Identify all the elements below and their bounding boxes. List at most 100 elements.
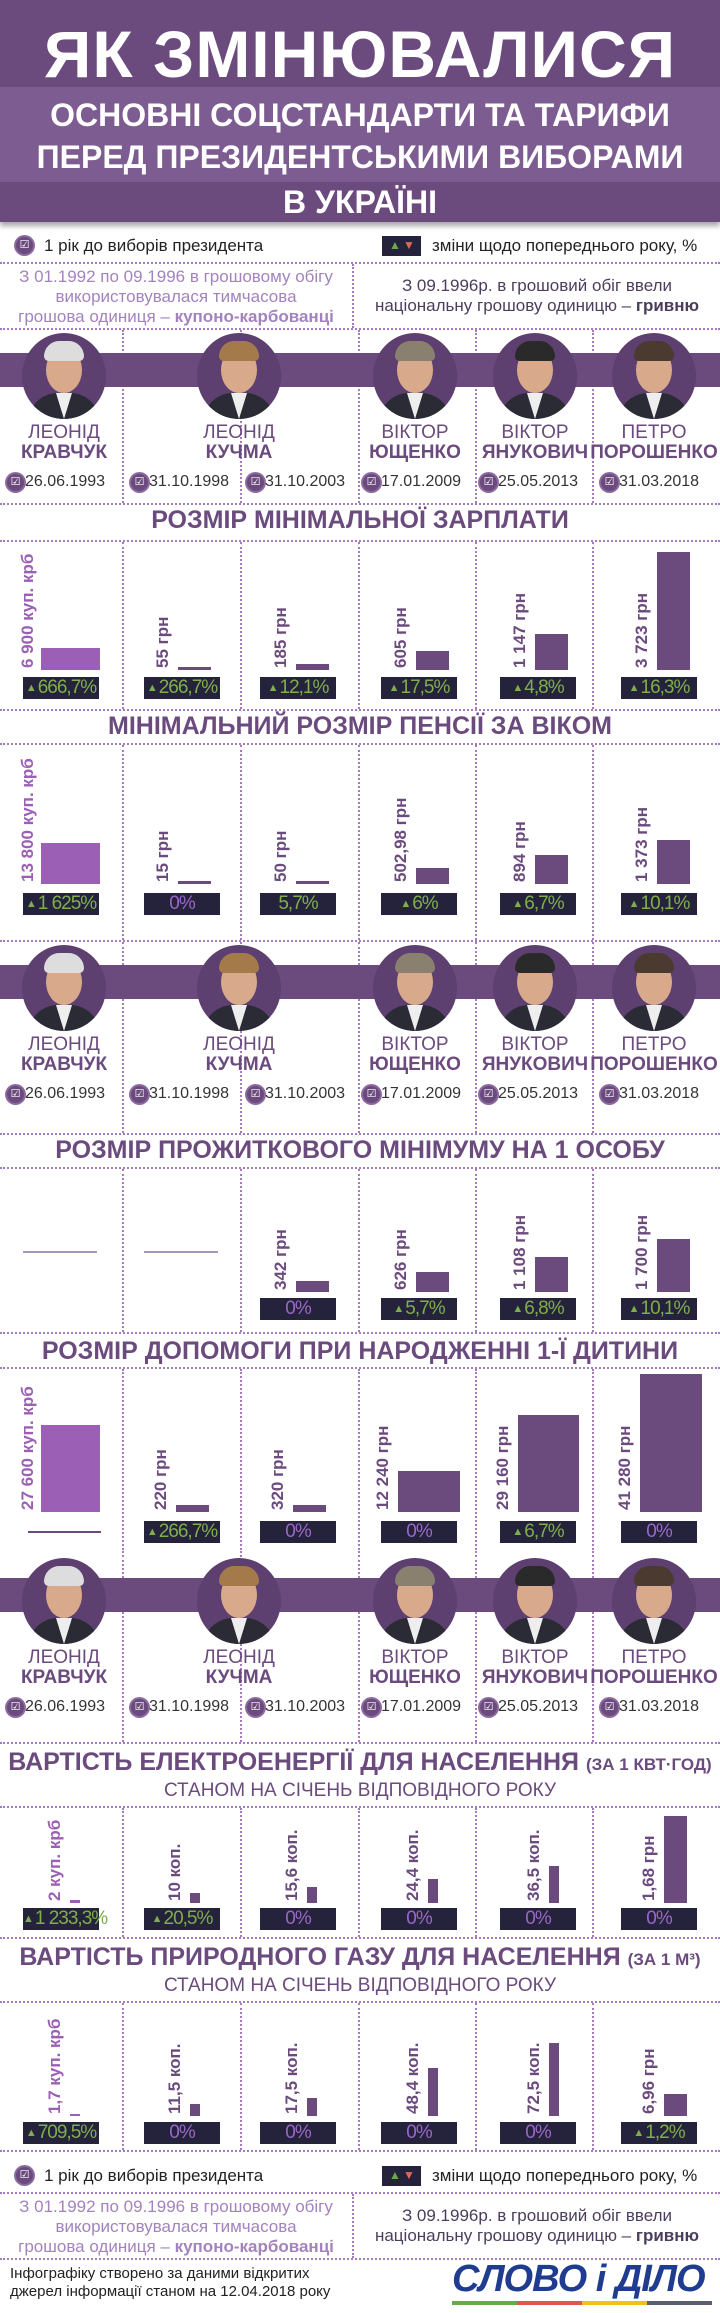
hair-shape (515, 341, 555, 361)
election-badge-icon: ☑ (16, 237, 33, 254)
election-badge-icon: ☑ (7, 473, 24, 491)
divider (0, 709, 720, 711)
change-badge: 0% (144, 893, 220, 915)
election-badge-icon: ☑ (247, 473, 264, 491)
up-arrow-icon: ▲ (628, 682, 640, 694)
portrait-5 (612, 333, 696, 419)
divider (0, 1937, 720, 1939)
logo-stripe (517, 2301, 582, 2305)
election-badge-icon: ☑ (601, 1698, 618, 1716)
change-value: 10,1% (640, 1298, 691, 1319)
value-label: 502,98 грн (391, 797, 410, 882)
coupon-note-line: грошова одиниця – (18, 307, 175, 326)
hair-shape (44, 953, 84, 973)
value-label: 13 800 куп. крб (18, 758, 37, 882)
column-divider (122, 1555, 124, 1742)
column-divider (592, 1169, 594, 1332)
president-first-name: ЛЕОНІД (203, 1647, 275, 1668)
change-badge: 0% (381, 2122, 457, 2144)
bar-subsistence-6 (657, 1239, 690, 1292)
portrait-4 (493, 333, 577, 419)
president-last-name: ПОРОШЕНКО (590, 1054, 718, 1075)
divider (0, 328, 720, 330)
change-badge: 0% (260, 1298, 336, 1320)
election-date: ☑ 26.06.1993 (7, 1085, 105, 1103)
president-first-name: ЛЕОНІД (28, 1034, 100, 1055)
change-value: 0% (169, 893, 195, 914)
value-label: 6,96 грн (639, 2048, 658, 2114)
change-badge: ▲ 709,5% (23, 2122, 99, 2144)
election-date: ☑ 31.10.1998 (131, 473, 229, 491)
divider (0, 940, 720, 942)
up-arrow-icon: ▲ (628, 1303, 640, 1315)
column-divider (475, 1369, 477, 1553)
change-badge: ▲ 4,8% (500, 677, 576, 699)
portrait-4 (493, 945, 577, 1031)
divider (0, 2001, 720, 2003)
president-name: ЛЕОНІД КРАВЧУК (0, 423, 134, 463)
election-date-text: 25.05.2013 (498, 473, 579, 490)
president-name: ЛЕОНІД КУЧМА (169, 1035, 309, 1075)
chart-subtitle: СТАНОМ НА СІЧЕНЬ ВІДПОВІДНОГО РОКУ (163, 1975, 557, 1996)
bar-birth-4 (398, 1471, 460, 1512)
change-value: 709,5% (37, 2122, 97, 2143)
timeline-band (0, 1578, 720, 1612)
legend-change-label: зміни щодо попереднього року, % (432, 2166, 698, 2185)
column-divider (122, 542, 124, 709)
election-date: ☑ 17.01.2009 (363, 473, 461, 491)
election-date: ☑ 31.03.2018 (601, 1085, 699, 1103)
bar-gas-4 (428, 2068, 438, 2116)
bar-subsistence-4 (416, 1272, 449, 1292)
change-value: 0% (525, 1908, 551, 1929)
president-name: ЛЕОНІД КУЧМА (169, 1648, 309, 1688)
election-date: ☑ 25.05.2013 (480, 1085, 578, 1103)
president-first-name: ВІКТОР (501, 422, 569, 443)
president-first-name: ПЕТРО (621, 422, 687, 443)
column-divider (240, 1169, 242, 1332)
chart-title-unit: (ЗА 1 КВТ·ГОД) (585, 1755, 712, 1774)
change-badge: ▲ 266,7% (144, 1521, 220, 1543)
change-badge: 0% (621, 1521, 697, 1543)
coupon-note-bold: купоно-карбованці (174, 2237, 334, 2256)
president-first-name: ЛЕОНІД (203, 1034, 275, 1055)
president-last-name: КУЧМА (205, 1054, 273, 1075)
election-badge-icon: ☑ (480, 1085, 497, 1103)
portrait-3 (373, 333, 457, 419)
divider (0, 1332, 720, 1334)
change-badge: ▲ 6,7% (500, 893, 576, 915)
election-badge-icon: ☑ (601, 473, 618, 491)
down-triangle-icon: ▼ (403, 238, 415, 252)
up-arrow-icon: ▲ (151, 1913, 163, 1925)
election-date-text: 31.03.2018 (619, 1698, 700, 1715)
election-badge-icon: ☑ (131, 1698, 148, 1716)
legend-election-label: 1 рік до виборів президента (44, 2166, 264, 2185)
president-name: ВІКТОР ЮЩЕНКО (345, 1035, 485, 1075)
president-name: ПЕТРО ПОРОШЕНКО (584, 423, 720, 463)
divider (0, 1133, 720, 1135)
bar-electricity-5 (549, 1866, 559, 1903)
chart-title-text: РОЗМІР МІНІМАЛЬНОЇ ЗАРПЛАТИ (151, 506, 569, 534)
election-badge-icon: ☑ (247, 1698, 264, 1716)
value-label: 605 грн (391, 607, 410, 668)
change-badge: 0% (260, 1908, 336, 1930)
bar-pension-5 (535, 855, 568, 884)
column-divider (592, 542, 594, 709)
hair-shape (634, 341, 674, 361)
change-value: 266,7% (158, 677, 218, 698)
change-value: 1 233,3% (34, 1908, 108, 1929)
change-value: 6,8% (524, 1298, 564, 1319)
column-divider (358, 1555, 360, 1742)
change-value: 6,7% (524, 1521, 564, 1542)
column-divider (122, 1808, 124, 1937)
hair-shape (219, 953, 259, 973)
election-date-text: 26.06.1993 (25, 1085, 106, 1102)
change-badge: ▲ 20,5% (144, 1908, 220, 1930)
election-date-text: 31.10.2003 (265, 1698, 346, 1715)
up-arrow-icon: ▲ (23, 1913, 34, 1925)
change-badge: ▲ 666,7% (23, 677, 99, 699)
up-arrow-icon: ▲ (267, 682, 279, 694)
election-date-text: 26.06.1993 (25, 473, 106, 490)
logo: СЛОВО і ДІЛО (452, 2258, 705, 2300)
value-label: 17,5 коп. (282, 2042, 301, 2114)
election-date: ☑ 31.03.2018 (601, 473, 699, 491)
